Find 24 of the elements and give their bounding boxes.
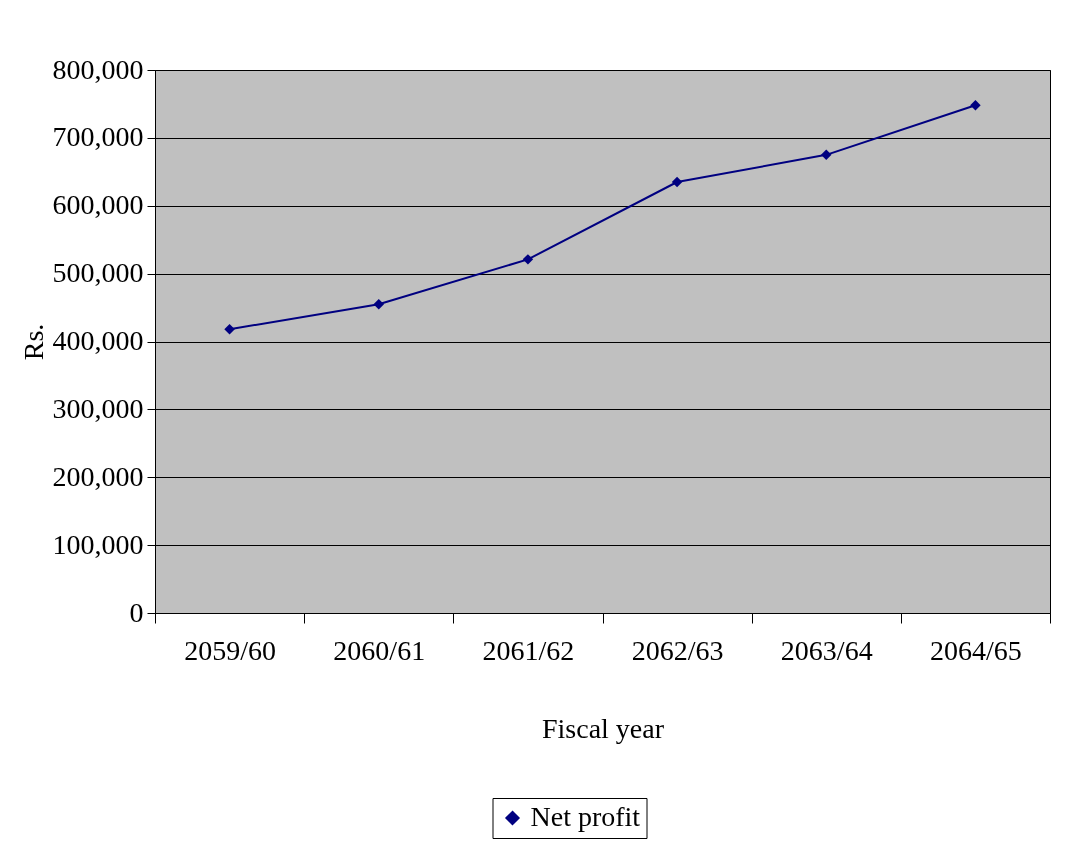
x-tick-label: 2064/65: [930, 634, 1022, 666]
y-tick-label: 0: [129, 596, 144, 628]
y-tick-label: 800,000: [52, 53, 144, 85]
point: [373, 298, 384, 310]
y-tick-label: 300,000: [52, 392, 144, 424]
point: [970, 100, 981, 111]
y-tick-label: 700,000: [52, 121, 144, 153]
y-tick-label: 200,000: [52, 460, 144, 492]
legend-label: Net profit: [530, 801, 641, 832]
y-tick-label: 600,000: [52, 189, 144, 221]
x-axis-title: Fiscal year: [541, 712, 665, 744]
point: [522, 254, 534, 265]
y-tick-label: 400,000: [52, 325, 144, 356]
x-tick-label: 2061/62: [482, 634, 575, 666]
point: [671, 176, 683, 188]
x-tick-label: 2062/63: [631, 634, 724, 666]
y-axis-title: Rs.: [17, 323, 49, 361]
x-tick-label: 2059/60: [184, 634, 276, 666]
x-tick-label: 2063/64: [780, 634, 873, 666]
y-tick-label: 500,000: [52, 257, 144, 289]
point: [821, 149, 832, 161]
x-tick-label: 2060/61: [333, 634, 426, 666]
point: [224, 324, 235, 335]
y-tick-label: 100,000: [52, 528, 144, 560]
